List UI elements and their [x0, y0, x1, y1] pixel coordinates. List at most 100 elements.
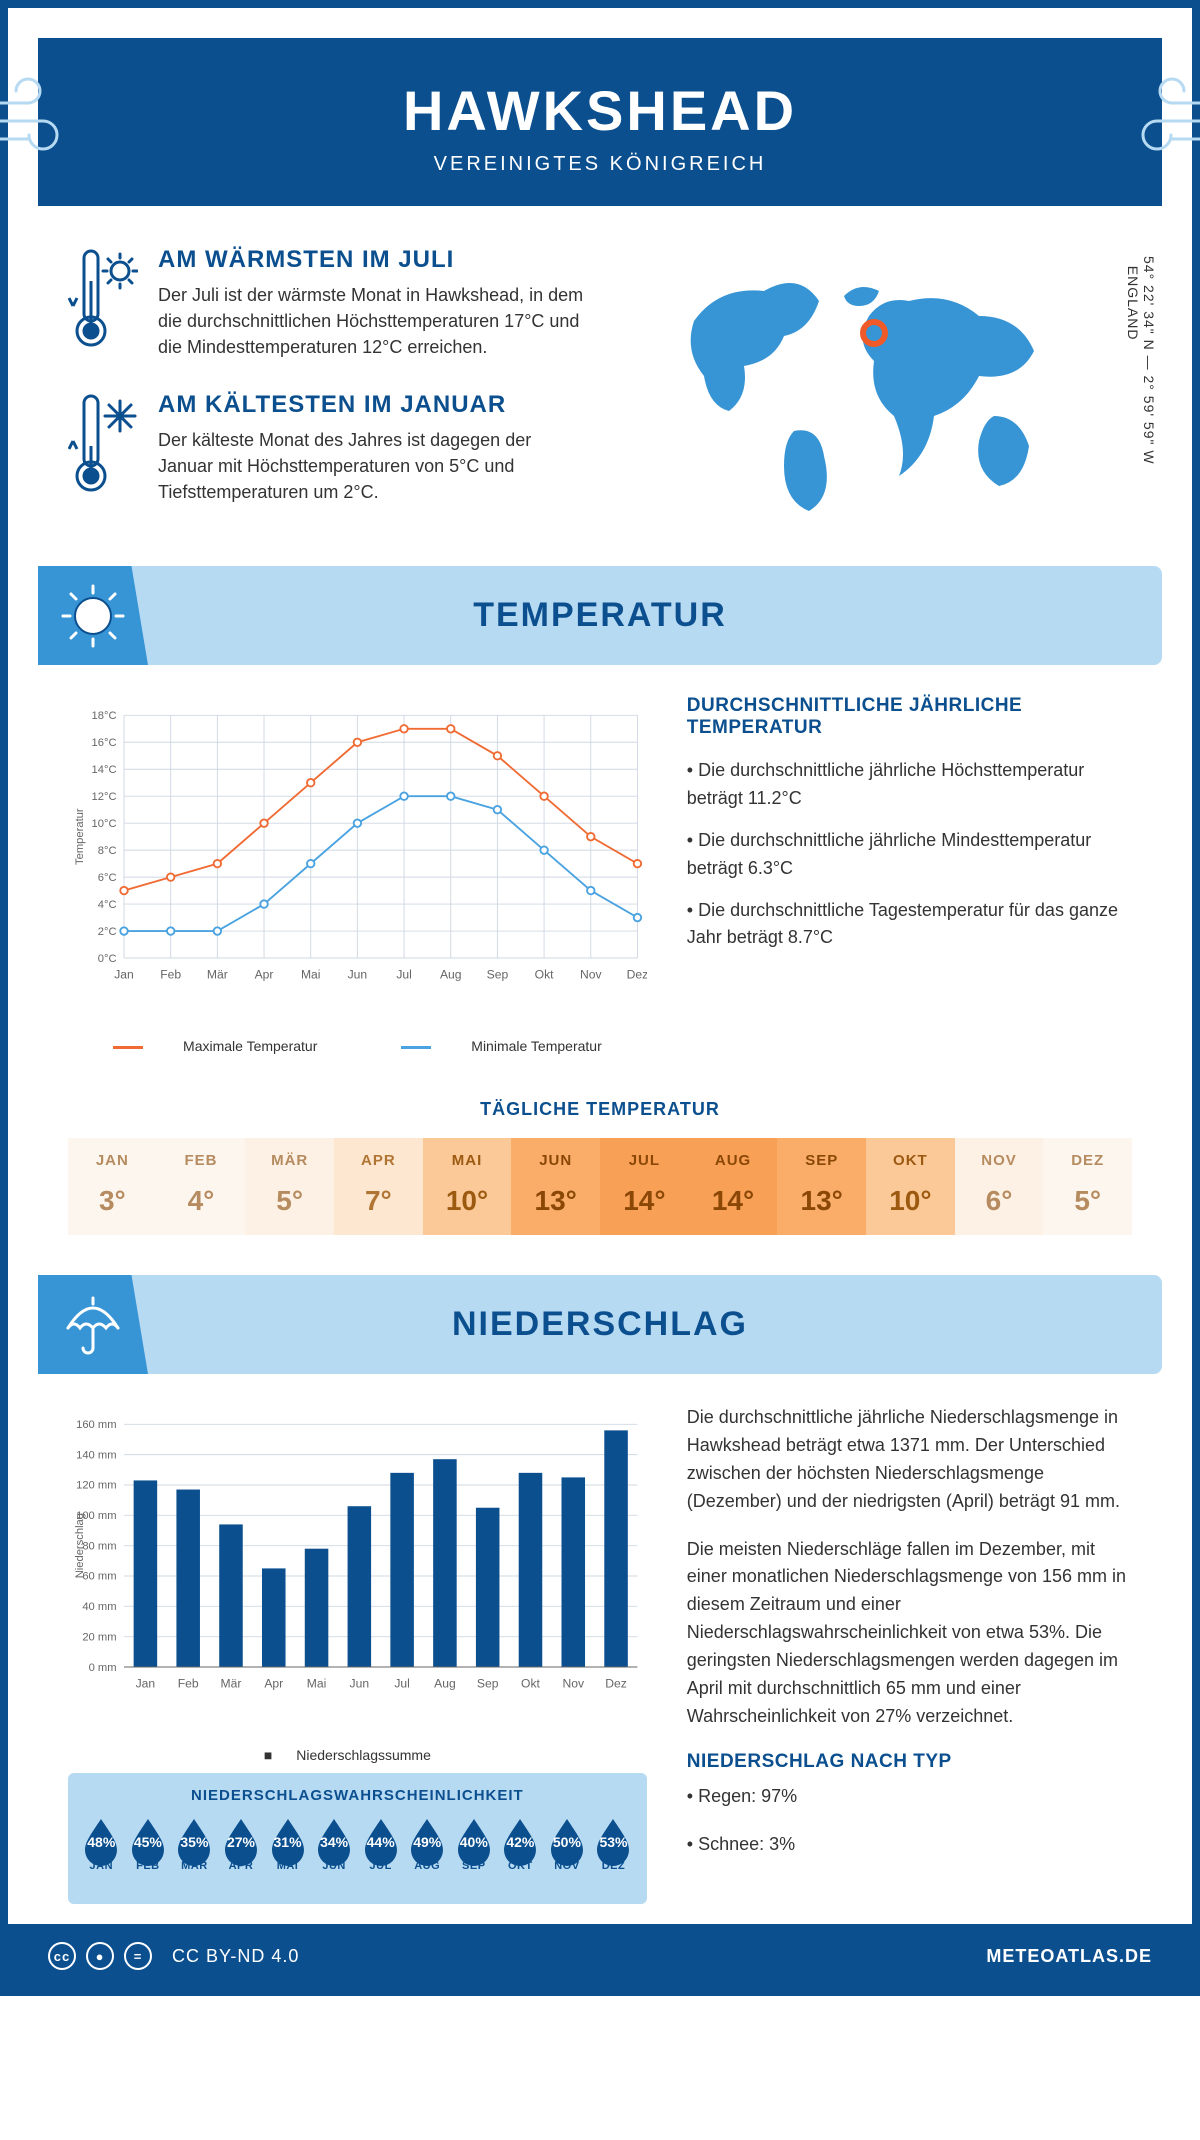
sun-icon: [38, 566, 148, 665]
precip-probability-panel: NIEDERSCHLAGSWAHRSCHEINLICHKEIT 48%JAN45…: [68, 1773, 647, 1904]
svg-text:Temperatur: Temperatur: [74, 808, 86, 865]
svg-text:Feb: Feb: [160, 968, 181, 982]
svg-text:Apr: Apr: [264, 1677, 283, 1691]
coldest-text: Der kälteste Monat des Jahres ist dagege…: [158, 427, 585, 505]
country-subtitle: VEREINIGTES KÖNIGREICH: [58, 153, 1142, 176]
thermometer-snow-icon: [68, 391, 138, 506]
svg-text:2°C: 2°C: [98, 926, 117, 938]
svg-text:60 mm: 60 mm: [82, 1571, 116, 1583]
svg-text:80 mm: 80 mm: [82, 1540, 116, 1552]
prob-drop: 34%JUN: [314, 1816, 354, 1894]
daily-cell: OKT10°: [866, 1138, 955, 1235]
prob-drop: 40%SEP: [454, 1816, 494, 1894]
svg-text:Apr: Apr: [255, 968, 274, 982]
coords-value: 54° 22' 34" N — 2° 59' 59" W: [1141, 256, 1157, 465]
precip-type-1: • Schnee: 3%: [687, 1831, 1132, 1859]
temperature-summary: DURCHSCHNITTLICHE JÄHRLICHE TEMPERATUR •…: [687, 695, 1132, 1054]
license-block: cc ● = CC BY-ND 4.0: [48, 1942, 299, 1970]
svg-text:Feb: Feb: [178, 1677, 199, 1691]
temperature-heading: TEMPERATUR: [473, 596, 727, 634]
daily-cell: JAN3°: [68, 1138, 157, 1235]
intro-text-column: AM WÄRMSTEN IM JULI Der Juli ist der wär…: [68, 246, 585, 536]
svg-text:Mär: Mär: [207, 968, 228, 982]
nd-icon: =: [124, 1942, 152, 1970]
warmest-block: AM WÄRMSTEN IM JULI Der Juli ist der wär…: [68, 246, 585, 361]
precip-text-2: Die meisten Niederschläge fallen im Deze…: [687, 1536, 1132, 1731]
world-map-area: 54° 22' 34" N — 2° 59' 59" W ENGLAND: [615, 246, 1132, 536]
svg-text:0°C: 0°C: [98, 953, 117, 965]
precip-type-title: NIEDERSCHLAG NACH TYP: [687, 1751, 1132, 1773]
coldest-block: AM KÄLTESTEN IM JANUAR Der kälteste Mona…: [68, 391, 585, 506]
precip-type-0: • Regen: 97%: [687, 1783, 1132, 1811]
precipitation-heading: NIEDERSCHLAG: [452, 1305, 748, 1343]
warmest-title: AM WÄRMSTEN IM JULI: [158, 246, 585, 274]
wind-icon: [1112, 73, 1200, 163]
prob-drop: 48%JAN: [81, 1816, 121, 1894]
temp-point-1: • Die durchschnittliche jährliche Mindes…: [687, 827, 1132, 883]
prob-drop: 50%NOV: [547, 1816, 587, 1894]
temperature-banner: TEMPERATUR: [38, 566, 1162, 665]
svg-text:Mai: Mai: [307, 1677, 327, 1691]
svg-text:20 mm: 20 mm: [82, 1631, 116, 1643]
region-value: ENGLAND: [1125, 266, 1141, 341]
svg-text:Mär: Mär: [221, 1677, 242, 1691]
daily-temp-title: TÄGLICHE TEMPERATUR: [8, 1099, 1192, 1120]
precipitation-banner: NIEDERSCHLAG: [38, 1275, 1162, 1374]
svg-text:Okt: Okt: [535, 968, 554, 982]
svg-text:Jun: Jun: [350, 1677, 370, 1691]
prob-drop: 44%JUL: [361, 1816, 401, 1894]
svg-text:Aug: Aug: [440, 968, 462, 982]
temp-point-0: • Die durchschnittliche jährliche Höchst…: [687, 757, 1132, 813]
svg-text:Jul: Jul: [396, 968, 412, 982]
daily-cell: JUL14°: [600, 1138, 689, 1235]
header: HAWKSHEAD VEREINIGTES KÖNIGREICH: [38, 38, 1162, 206]
precip-legend: ■ Niederschlagssumme: [68, 1747, 647, 1763]
cc-icon: cc: [48, 1942, 76, 1970]
prob-drop: 45%FEB: [128, 1816, 168, 1894]
svg-text:Dez: Dez: [627, 968, 647, 982]
svg-text:Jul: Jul: [394, 1677, 410, 1691]
precipitation-chart: 0 mm20 mm40 mm60 mm80 mm100 mm120 mm140 …: [68, 1404, 647, 1904]
warmest-text: Der Juli ist der wärmste Monat in Hawksh…: [158, 282, 585, 360]
prob-row: 48%JAN45%FEB35%MÄR27%APR31%MAI34%JUN44%J…: [78, 1816, 637, 1894]
daily-cell: NOV6°: [955, 1138, 1044, 1235]
svg-text:Aug: Aug: [434, 1677, 456, 1691]
svg-text:18°C: 18°C: [92, 710, 117, 722]
svg-text:Jun: Jun: [348, 968, 368, 982]
svg-text:40 mm: 40 mm: [82, 1601, 116, 1613]
prob-drop: 31%MAI: [268, 1816, 308, 1894]
daily-cell: JUN13°: [511, 1138, 600, 1235]
svg-text:10°C: 10°C: [92, 818, 117, 830]
svg-text:Jan: Jan: [136, 1677, 156, 1691]
prob-drop: 53%DEZ: [593, 1816, 633, 1894]
svg-text:Mai: Mai: [301, 968, 321, 982]
svg-text:8°C: 8°C: [98, 845, 117, 857]
precip-text-1: Die durchschnittliche jährliche Niedersc…: [687, 1404, 1132, 1516]
precipitation-body: 0 mm20 mm40 mm60 mm80 mm100 mm120 mm140 …: [8, 1374, 1192, 1924]
temp-summary-title: DURCHSCHNITTLICHE JÄHRLICHE TEMPERATUR: [687, 695, 1132, 739]
coldest-title: AM KÄLTESTEN IM JANUAR: [158, 391, 585, 419]
svg-text:0 mm: 0 mm: [89, 1662, 117, 1674]
svg-text:12°C: 12°C: [92, 791, 117, 803]
temp-point-2: • Die durchschnittliche Tagestemperatur …: [687, 897, 1132, 953]
svg-text:Niederschlag: Niederschlag: [74, 1513, 86, 1578]
city-title: HAWKSHEAD: [58, 78, 1142, 143]
svg-text:14°C: 14°C: [92, 764, 117, 776]
daily-cell: FEB4°: [157, 1138, 246, 1235]
svg-text:140 mm: 140 mm: [76, 1449, 116, 1461]
svg-text:6°C: 6°C: [98, 872, 117, 884]
legend-min: Minimale Temperatur: [471, 1038, 601, 1054]
precip-legend-label: Niederschlagssumme: [296, 1747, 431, 1763]
svg-text:160 mm: 160 mm: [76, 1419, 116, 1431]
by-icon: ●: [86, 1942, 114, 1970]
daily-cell: MÄR5°: [245, 1138, 334, 1235]
daily-cell: MAI10°: [423, 1138, 512, 1235]
daily-cell: DEZ5°: [1043, 1138, 1132, 1235]
daily-cell: SEP13°: [777, 1138, 866, 1235]
intro-section: AM WÄRMSTEN IM JULI Der Juli ist der wär…: [8, 206, 1192, 566]
footer: cc ● = CC BY-ND 4.0 METEOATLAS.DE: [8, 1924, 1192, 1988]
svg-text:Nov: Nov: [562, 1677, 584, 1691]
thermometer-sun-icon: [68, 246, 138, 361]
svg-text:Okt: Okt: [521, 1677, 540, 1691]
infographic-page: HAWKSHEAD VEREINIGTES KÖNIGREICH: [0, 0, 1200, 1996]
